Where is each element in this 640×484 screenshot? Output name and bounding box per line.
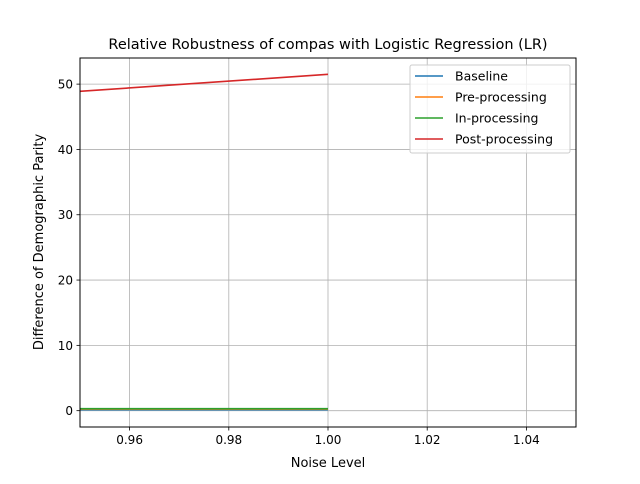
x-tick-label: 1.04: [513, 433, 540, 447]
legend-label-pre-processing: Pre-processing: [455, 90, 547, 105]
series-line-post-processing: [79, 73, 329, 93]
tick-layer: 0.96 0.98 1.00 1.02 1.04 0 10 20 30 40 50: [58, 78, 540, 447]
chart-title: Relative Robustness of compas with Logis…: [108, 37, 547, 53]
legend-entries: Baseline Pre-processing In-processing Post-…: [415, 69, 553, 147]
y-tick-label: 30: [58, 208, 73, 222]
y-axis-label: Difference of Demographic Parity: [32, 134, 47, 351]
y-tick-label: 0: [65, 404, 73, 418]
legend-label-post-processing: Post-processing: [455, 132, 553, 147]
y-tick-label: 50: [58, 78, 73, 92]
x-tick-label: 0.98: [215, 433, 242, 447]
legend-label-baseline: Baseline: [455, 69, 508, 84]
legend-box: [409, 64, 571, 154]
series-layer: [79, 73, 329, 411]
x-axis-label: Noise Level: [291, 456, 366, 471]
y-tick-label: 20: [58, 274, 73, 288]
x-tick-label: 1.02: [414, 433, 441, 447]
x-tick-label: 0.96: [116, 433, 143, 447]
x-tick-label: 1.00: [315, 433, 342, 447]
y-tick-label: 40: [58, 143, 73, 157]
legend-label-in-processing: In-processing: [455, 111, 538, 126]
y-tick-label: 10: [58, 339, 73, 353]
legend: Baseline Pre-processing In-processing Post-…: [409, 64, 571, 154]
